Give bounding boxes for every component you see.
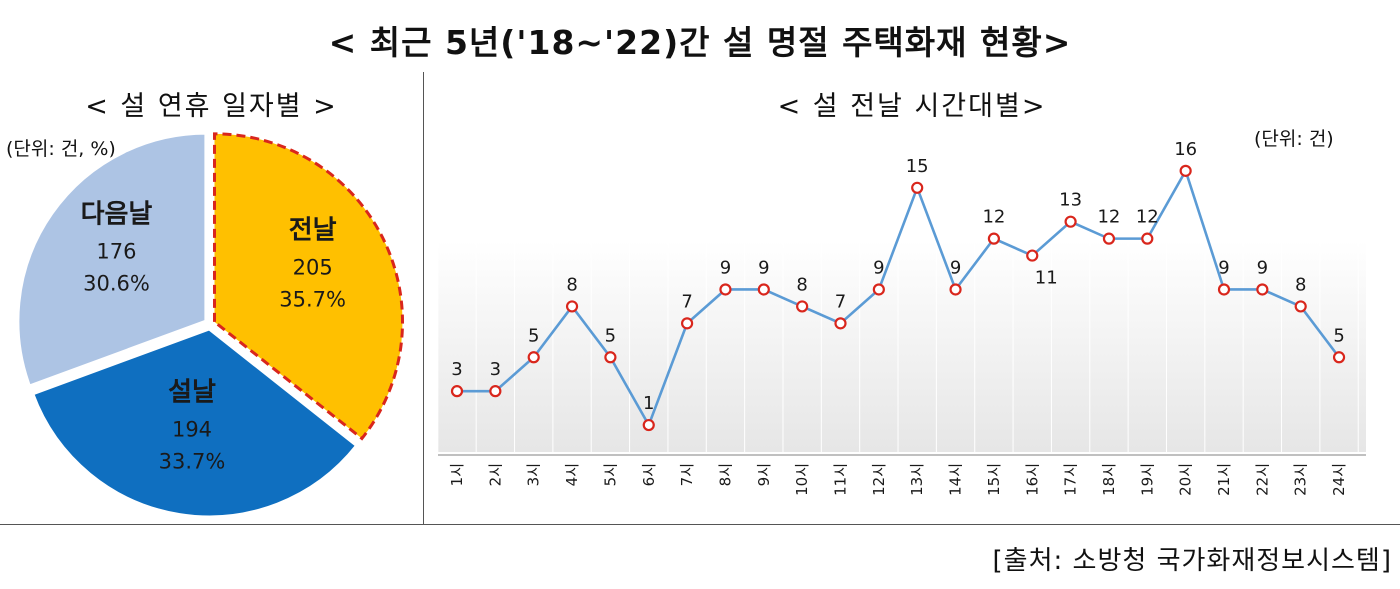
data-point-20시 bbox=[1179, 164, 1192, 177]
data-label-1시: 3 bbox=[451, 359, 462, 380]
x-tick-20시: 20시 bbox=[1177, 463, 1195, 496]
data-label-5시: 5 bbox=[605, 325, 616, 346]
data-label-23시: 8 bbox=[1295, 274, 1306, 295]
data-label-22시: 9 bbox=[1257, 257, 1268, 278]
data-point-21시 bbox=[1217, 283, 1231, 296]
pie-value-2: 176 bbox=[96, 240, 136, 264]
data-point-1시 bbox=[450, 385, 464, 398]
data-point-16시 bbox=[1026, 249, 1039, 262]
x-tick-16시: 16시 bbox=[1023, 463, 1041, 496]
pie-unit-label: (단위: 건, %) bbox=[6, 138, 116, 160]
data-label-4시: 8 bbox=[566, 274, 577, 295]
data-label-18시: 12 bbox=[1097, 207, 1120, 228]
data-point-11시 bbox=[834, 317, 847, 330]
data-label-16시: 11 bbox=[1035, 268, 1058, 289]
x-tick-15시: 15시 bbox=[985, 463, 1003, 496]
data-label-12시: 9 bbox=[873, 257, 884, 278]
x-tick-3시: 3시 bbox=[525, 463, 543, 486]
x-tick-22시: 22시 bbox=[1253, 463, 1271, 496]
pie-percent-1: 33.7% bbox=[159, 450, 226, 474]
data-label-7시: 7 bbox=[681, 291, 692, 312]
pie-value-1: 194 bbox=[172, 418, 212, 442]
pie-label-1: 설날 bbox=[168, 378, 216, 408]
line-plot-area bbox=[438, 240, 1366, 452]
data-point-17시 bbox=[1064, 215, 1077, 228]
data-label-20시: 16 bbox=[1174, 139, 1197, 160]
pie-label-2: 다음날 bbox=[81, 200, 153, 230]
pie-chart-title: < 설 연휴 일자별 > bbox=[85, 91, 338, 122]
data-label-13시: 15 bbox=[906, 156, 929, 177]
x-tick-8시: 8시 bbox=[716, 463, 734, 486]
data-label-3시: 5 bbox=[528, 325, 539, 346]
pie-slice-eve bbox=[213, 132, 404, 441]
data-point-23시 bbox=[1294, 300, 1307, 313]
data-point-10시 bbox=[796, 300, 809, 313]
data-label-21시: 9 bbox=[1218, 257, 1229, 278]
data-point-12시 bbox=[872, 283, 885, 296]
x-tick-24시: 24시 bbox=[1330, 463, 1348, 496]
x-tick-9시: 9시 bbox=[755, 463, 773, 486]
data-point-2시 bbox=[489, 385, 502, 398]
data-label-17시: 13 bbox=[1059, 190, 1082, 211]
x-tick-13시: 13시 bbox=[908, 463, 926, 496]
x-tick-4시: 4시 bbox=[563, 463, 581, 486]
series-line bbox=[457, 167, 1341, 429]
x-tick-7시: 7시 bbox=[678, 463, 696, 486]
data-point-4시 bbox=[565, 300, 579, 313]
source-note: [출처: 소방청 국가화재정보시스템] bbox=[992, 546, 1392, 576]
data-point-5시 bbox=[604, 351, 617, 364]
data-label-8시: 9 bbox=[720, 257, 731, 278]
pie-slice-seol bbox=[30, 327, 359, 519]
data-label-14시: 9 bbox=[950, 257, 961, 278]
data-point-3시 bbox=[527, 351, 540, 364]
data-point-24시 bbox=[1332, 351, 1346, 364]
data-point-14시 bbox=[949, 283, 962, 296]
data-label-15시: 12 bbox=[982, 207, 1005, 228]
main-title: < 최근 5년('18~'22)간 설 명절 주택화재 현황> bbox=[328, 23, 1072, 62]
pie-label-0: 전날 bbox=[289, 215, 337, 245]
x-tick-18시: 18시 bbox=[1100, 463, 1118, 496]
x-tick-1시: 1시 bbox=[448, 463, 466, 486]
data-point-18시 bbox=[1102, 232, 1116, 245]
x-tick-10시: 10시 bbox=[793, 463, 811, 496]
x-tick-14시: 14시 bbox=[947, 463, 965, 496]
data-label-19시: 12 bbox=[1136, 207, 1159, 228]
pie-value-0: 205 bbox=[293, 255, 333, 279]
x-tick-23시: 23시 bbox=[1292, 463, 1310, 496]
horizontal-divider bbox=[0, 524, 1400, 525]
pie-chart: 전날 205 35.7% 설날 194 33.7% 다음날 176 30.6% bbox=[16, 131, 404, 519]
data-point-22시 bbox=[1256, 283, 1269, 296]
data-point-9시 bbox=[757, 283, 770, 296]
data-label-2시: 3 bbox=[490, 359, 501, 380]
x-tick-2시: 2시 bbox=[486, 463, 504, 486]
pie-percent-2: 30.6% bbox=[83, 272, 150, 296]
x-tick-11시: 11시 bbox=[832, 463, 850, 496]
x-tick-21시: 21시 bbox=[1215, 463, 1233, 496]
x-tick-5시: 5시 bbox=[601, 463, 619, 486]
data-point-6시 bbox=[642, 418, 655, 432]
x-tick-19시: 19시 bbox=[1138, 463, 1156, 496]
data-point-13시 bbox=[911, 181, 924, 194]
data-point-7시 bbox=[681, 317, 694, 330]
line-chart-title: < 설 전날 시간대별> bbox=[777, 91, 1047, 122]
pie-slice-next bbox=[16, 131, 208, 388]
x-tick-6시: 6시 bbox=[640, 463, 658, 486]
x-tick-17시: 17시 bbox=[1062, 463, 1080, 496]
vertical-divider bbox=[423, 72, 424, 524]
line-unit-label: (단위: 건) bbox=[1254, 128, 1334, 150]
data-label-6시: 1 bbox=[643, 393, 654, 414]
data-label-24시: 5 bbox=[1333, 325, 1344, 346]
data-label-10시: 8 bbox=[796, 274, 807, 295]
pie-percent-0: 35.7% bbox=[279, 287, 346, 311]
data-label-11시: 7 bbox=[835, 291, 846, 312]
data-point-19시 bbox=[1141, 232, 1154, 245]
x-tick-12시: 12시 bbox=[870, 463, 888, 496]
data-point-8시 bbox=[719, 283, 732, 296]
data-point-15시 bbox=[987, 232, 1001, 245]
data-label-9시: 9 bbox=[758, 257, 769, 278]
line-chart: 31시32시53시84시55시16시77시98시99시810시711시912시1… bbox=[437, 139, 1366, 496]
